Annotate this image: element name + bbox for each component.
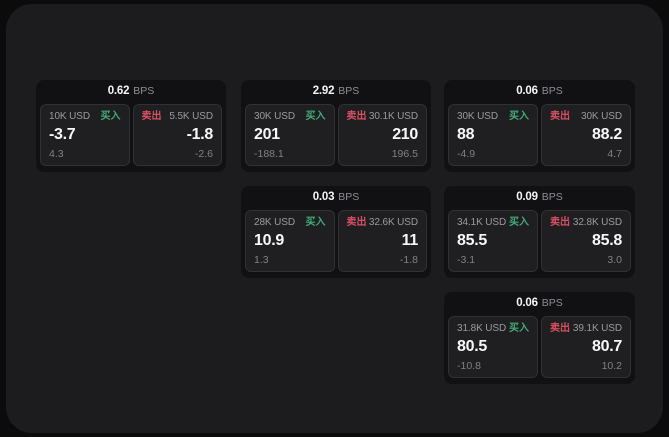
sell-amount: 32.6K USD: [368, 217, 418, 228]
sell-amount: 30K USD: [581, 111, 622, 122]
buy-price: -3.7: [49, 126, 76, 143]
bps-header: 0.06 BPS: [444, 80, 635, 104]
buy-amount: 28K USD: [254, 217, 295, 228]
sell-side-label: 卖出: [141, 111, 162, 122]
buy-delta: -3.1: [457, 254, 476, 266]
sell-amount: 30.1K USD: [368, 111, 418, 122]
buy-amount: 31.8K USD: [457, 323, 507, 334]
bps-header: 0.03 BPS: [241, 186, 431, 210]
sell-delta: 196.5: [391, 148, 418, 160]
quote-card: 0.09 BPS 34.1K USD 买入 85.5 -3.1 卖出 32.8K…: [444, 186, 635, 278]
sell-quote-panel[interactable]: 卖出 30K USD 88.2 4.7: [541, 104, 631, 166]
bps-header: 0.09 BPS: [444, 186, 635, 210]
bps-suffix-label: BPS: [338, 85, 360, 97]
quote-card: 0.06 BPS 30K USD 买入 88 -4.9 卖出 30K USD 8…: [444, 80, 635, 172]
buy-quote-panel[interactable]: 30K USD 买入 88 -4.9: [448, 104, 538, 166]
quote-card: 0.06 BPS 31.8K USD 买入 80.5 -10.8 卖出 39.1…: [444, 292, 635, 384]
sell-price: 210: [392, 126, 418, 143]
sell-side-label: 卖出: [550, 217, 570, 228]
buy-amount: 30K USD: [254, 111, 295, 122]
sell-price: 80.7: [592, 338, 622, 355]
quote-card: 2.92 BPS 30K USD 买入 201 -188.1 卖出 30.1K …: [241, 80, 431, 172]
buy-side-label: 买入: [509, 111, 529, 122]
bps-suffix-label: BPS: [541, 297, 563, 309]
buy-price: 201: [254, 126, 280, 143]
buy-amount: 10K USD: [49, 111, 90, 122]
buy-amount: 34.1K USD: [457, 217, 507, 228]
sell-side-label: 卖出: [550, 323, 570, 334]
buy-quote-panel[interactable]: 34.1K USD 买入 85.5 -3.1: [448, 210, 538, 272]
buy-amount: 30K USD: [457, 111, 498, 122]
buy-price: 80.5: [457, 338, 487, 355]
quote-card: 0.62 BPS 10K USD 买入 -3.7 4.3 卖出 5.5K USD…: [36, 80, 226, 172]
sell-quote-panel[interactable]: 卖出 32.8K USD 85.8 3.0: [541, 210, 631, 272]
sell-quote-panel[interactable]: 卖出 30.1K USD 210 196.5: [337, 104, 427, 166]
quote-card: 0.03 BPS 28K USD 买入 10.9 1.3 卖出 32.6K US…: [241, 186, 431, 278]
sell-quote-panel[interactable]: 卖出 5.5K USD -1.8 -2.6: [132, 104, 222, 166]
sell-amount: 39.1K USD: [572, 323, 622, 334]
buy-quote-panel[interactable]: 10K USD 买入 -3.7 4.3: [40, 104, 130, 166]
bps-value: 0.06: [516, 85, 538, 97]
bps-suffix-label: BPS: [133, 85, 155, 97]
bps-value: 0.62: [107, 85, 130, 97]
sell-amount: 5.5K USD: [169, 111, 213, 122]
sell-price: 88.2: [592, 126, 622, 143]
sell-price: 85.8: [592, 232, 622, 249]
bps-header: 0.62 BPS: [36, 80, 226, 104]
bps-suffix-label: BPS: [338, 191, 360, 203]
sell-delta: 4.7: [607, 148, 622, 160]
sell-side-label: 卖出: [346, 111, 367, 122]
buy-price: 85.5: [457, 232, 487, 249]
buy-side-label: 买入: [509, 323, 529, 334]
sell-quote-panel[interactable]: 卖出 32.6K USD 11 -1.8: [337, 210, 427, 272]
buy-side-label: 买入: [305, 111, 326, 122]
buy-price: 10.9: [254, 232, 284, 249]
bps-value: 0.03: [312, 191, 335, 203]
sell-side-label: 卖出: [550, 111, 570, 122]
buy-side-label: 买入: [509, 217, 529, 228]
sell-price: -1.8: [186, 126, 214, 143]
sell-side-label: 卖出: [346, 217, 367, 228]
buy-quote-panel[interactable]: 31.8K USD 买入 80.5 -10.8: [448, 316, 538, 378]
sell-price: 11: [401, 232, 419, 249]
bps-value: 2.92: [312, 85, 335, 97]
sell-quote-panel[interactable]: 卖出 39.1K USD 80.7 10.2: [541, 316, 631, 378]
bps-value: 0.06: [516, 297, 538, 309]
buy-quote-panel[interactable]: 30K USD 买入 201 -188.1: [245, 104, 335, 166]
sell-delta: 10.2: [601, 360, 622, 372]
bps-value: 0.09: [516, 191, 538, 203]
buy-price: 88: [457, 126, 475, 143]
sell-amount: 32.8K USD: [572, 217, 622, 228]
sell-delta: -1.8: [399, 254, 418, 266]
bps-header: 0.06 BPS: [444, 292, 635, 316]
buy-delta: 4.3: [49, 148, 64, 160]
buy-delta: -4.9: [457, 148, 476, 160]
sell-delta: -2.6: [194, 148, 213, 160]
bps-header: 2.92 BPS: [241, 80, 431, 104]
sell-delta: 3.0: [607, 254, 622, 266]
buy-side-label: 买入: [305, 217, 326, 228]
buy-quote-panel[interactable]: 28K USD 买入 10.9 1.3: [245, 210, 335, 272]
buy-delta: -10.8: [457, 360, 481, 372]
buy-delta: 1.3: [254, 254, 269, 266]
bps-suffix-label: BPS: [541, 191, 563, 203]
buy-delta: -188.1: [254, 148, 284, 160]
bps-suffix-label: BPS: [541, 85, 563, 97]
buy-side-label: 买入: [100, 111, 121, 122]
